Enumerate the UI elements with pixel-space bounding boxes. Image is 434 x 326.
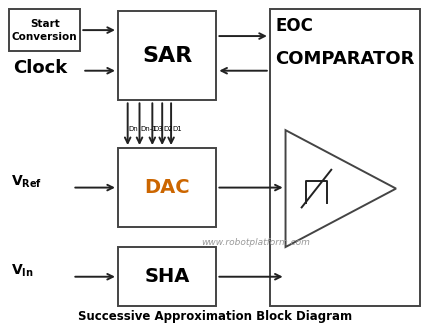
- Text: Start: Start: [30, 19, 59, 29]
- Text: D3: D3: [153, 126, 163, 132]
- Text: Conversion: Conversion: [12, 32, 78, 42]
- Text: D1: D1: [172, 126, 182, 132]
- Text: EOC: EOC: [276, 17, 313, 35]
- Text: COMPARATOR: COMPARATOR: [275, 50, 414, 68]
- Text: $\mathbf{V}_{\mathbf{In}}$: $\mathbf{V}_{\mathbf{In}}$: [11, 262, 34, 279]
- Text: Successive Approximation Block Diagram: Successive Approximation Block Diagram: [79, 310, 352, 323]
- Text: Clock: Clock: [13, 59, 67, 77]
- Text: SAR: SAR: [142, 46, 192, 66]
- Bar: [118, 11, 217, 100]
- Text: D2: D2: [163, 126, 173, 132]
- Text: SHA: SHA: [145, 267, 190, 286]
- Text: DAC: DAC: [145, 178, 190, 197]
- Text: Dn-1: Dn-1: [141, 126, 157, 132]
- Bar: [118, 247, 217, 306]
- Text: $\mathbf{V}_{\mathbf{Ref}}$: $\mathbf{V}_{\mathbf{Ref}}$: [11, 173, 43, 190]
- Bar: [270, 9, 420, 306]
- Bar: [9, 9, 80, 51]
- Bar: [118, 148, 217, 227]
- Text: www.robotplatform.com: www.robotplatform.com: [201, 238, 310, 246]
- Text: Dn: Dn: [128, 126, 138, 132]
